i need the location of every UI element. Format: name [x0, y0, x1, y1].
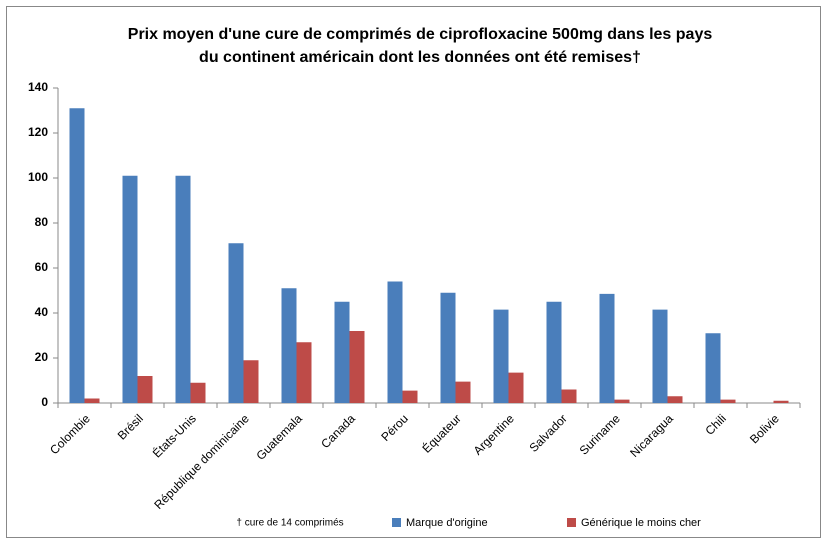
- legend-label: Marque d'origine: [406, 517, 488, 529]
- legend-swatch: [567, 518, 576, 527]
- y-tick-label: 140: [28, 80, 48, 94]
- bar: [546, 301, 562, 403]
- bar: [455, 381, 471, 403]
- y-tick-label: 100: [28, 170, 48, 184]
- bar: [175, 175, 191, 403]
- bar: [387, 281, 403, 403]
- chart-border: [6, 6, 821, 538]
- bar: [599, 293, 615, 403]
- bar: [137, 376, 153, 403]
- bar: [296, 342, 312, 403]
- bar: [122, 175, 138, 403]
- bar: [652, 309, 668, 403]
- bar: [508, 372, 524, 403]
- bar: [334, 301, 350, 403]
- bar: [243, 360, 259, 403]
- bar: [667, 396, 683, 403]
- y-tick-label: 80: [35, 215, 49, 229]
- bar: [84, 398, 100, 403]
- bar: [228, 243, 244, 403]
- bar: [561, 389, 577, 403]
- bar: [720, 399, 736, 403]
- bar: [69, 108, 85, 403]
- bar: [349, 331, 365, 403]
- bar: [773, 400, 789, 403]
- y-tick-label: 60: [35, 260, 49, 274]
- chart-title: du continent américain dont les données …: [199, 49, 641, 66]
- legend-label: Générique le moins cher: [581, 517, 701, 529]
- y-tick-label: 40: [35, 305, 49, 319]
- bar: [402, 390, 418, 403]
- chart-title: Prix moyen d'une cure de comprimés de ci…: [128, 26, 713, 43]
- bar: [281, 288, 297, 403]
- y-tick-label: 0: [41, 395, 48, 409]
- bar: [493, 309, 509, 403]
- bar: [614, 399, 630, 403]
- legend-swatch: [392, 518, 401, 527]
- y-tick-label: 20: [35, 350, 49, 364]
- bar: [705, 333, 721, 403]
- bar: [190, 382, 206, 403]
- y-tick-label: 120: [28, 125, 48, 139]
- footnote: † cure de 14 comprimés: [236, 518, 343, 529]
- bar: [440, 292, 456, 403]
